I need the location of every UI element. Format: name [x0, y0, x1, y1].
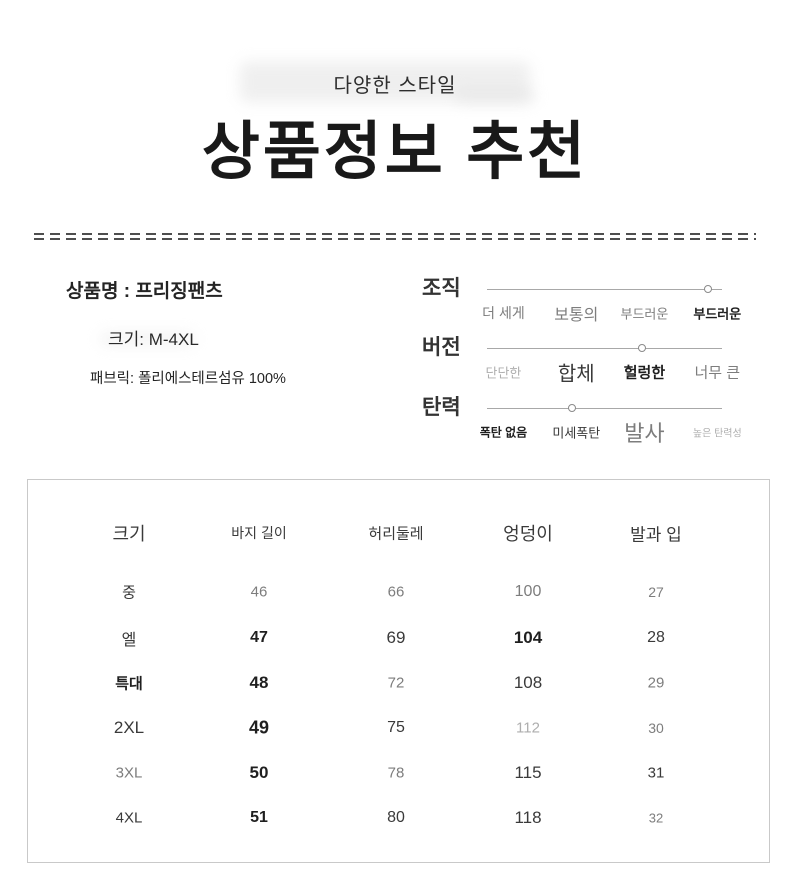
- slider-tick-label: 합체: [557, 363, 595, 386]
- slider-tick-label: 더 세게: [482, 305, 525, 321]
- table-cell: 2XL: [113, 718, 145, 737]
- table-cell: 104: [513, 628, 543, 647]
- page-title: 상품정보 추천: [201, 117, 589, 187]
- slider-tick-label: 폭탄 없음: [479, 425, 528, 440]
- slider-dot[interactable]: [638, 344, 647, 352]
- slider-tick-label: 발사: [624, 421, 665, 446]
- slider-track: [487, 344, 722, 352]
- table-cell: 엘: [121, 632, 137, 649]
- table-cell: 특대: [115, 675, 143, 693]
- slider-label: 버전: [422, 336, 461, 359]
- table-cell: 69: [386, 628, 406, 647]
- slider-tick-labels: 폭탄 없음 미세폭탄 발사 높은 탄력성: [480, 421, 742, 446]
- table-header-cell: 크기: [112, 524, 146, 544]
- table-cell: 47: [250, 629, 268, 646]
- slider-tick-label: 미세폭탄: [552, 425, 601, 441]
- slider-tick-label: 너무 큰: [694, 364, 741, 382]
- product-size-line: 크기: M-4XL: [108, 330, 199, 349]
- table-cell: 112: [516, 719, 540, 737]
- table-header-cell: 허리둘레: [368, 525, 424, 543]
- slider-tick-label: 보통의: [554, 307, 599, 324]
- table-cell: 66: [387, 583, 405, 601]
- slider-label: 탄력: [422, 396, 461, 419]
- watermark-smudge: [100, 333, 195, 345]
- table-cell: 28: [647, 629, 665, 646]
- watermark-smudge: [455, 88, 535, 104]
- table-cell: 100: [514, 583, 542, 600]
- table-cell: 30: [648, 720, 664, 736]
- table-cell: 108: [513, 673, 543, 692]
- dashed-divider: [34, 233, 756, 240]
- table-cell: 중: [122, 584, 136, 602]
- watermark-smudge: [240, 62, 530, 102]
- table-cell: 48: [249, 673, 269, 692]
- table-header-cell: 발과 입: [630, 525, 682, 545]
- slider-label: 조직: [422, 277, 461, 300]
- table-cell: 3XL: [115, 764, 143, 782]
- table-cell: 32: [648, 810, 664, 826]
- slider-track: [487, 285, 722, 293]
- slider-tick-label: 부드러운: [620, 306, 669, 322]
- table-cell: 75: [387, 719, 405, 736]
- table-cell: 118: [514, 808, 542, 827]
- table-header-cell: 바지 길이: [231, 525, 287, 541]
- product-name-line: 상품명 : 프리징팬츠: [66, 281, 223, 302]
- product-fabric-line: 패브릭: 폴리에스테르섬유 100%: [90, 371, 286, 387]
- slider-track: [487, 404, 722, 412]
- table-cell: 29: [647, 674, 665, 692]
- slider-tick-labels: 단단한 합체 헐렁한 너무 큰: [485, 361, 740, 386]
- table-cell: 72: [387, 674, 405, 692]
- table-cell: 50: [249, 763, 269, 782]
- table-cell: 78: [387, 764, 405, 782]
- page-subtitle: 다양한 스타일: [333, 75, 457, 97]
- slider-dot[interactable]: [703, 285, 712, 293]
- slider-tick-label: 헐렁한: [623, 364, 666, 382]
- slider-tick-labels: 더 세게 보통의 부드러운 부드러운: [482, 302, 741, 324]
- table-cell: 80: [387, 809, 405, 826]
- table-cell: 46: [250, 583, 268, 601]
- table-cell: 31: [647, 764, 665, 782]
- table-cell: 4XL: [115, 809, 143, 827]
- slider-tick-label: 부드러운: [693, 306, 742, 322]
- slider-tick-label: 단단한: [485, 365, 522, 381]
- table-cell: 51: [250, 809, 268, 826]
- table-cell: 27: [648, 584, 664, 600]
- table-cell: 115: [514, 763, 542, 782]
- slider-tick-label: 높은 탄력성: [692, 428, 742, 440]
- table-cell: 49: [248, 717, 270, 738]
- slider-dot[interactable]: [567, 404, 576, 412]
- table-header-cell: 엉덩이: [503, 524, 553, 544]
